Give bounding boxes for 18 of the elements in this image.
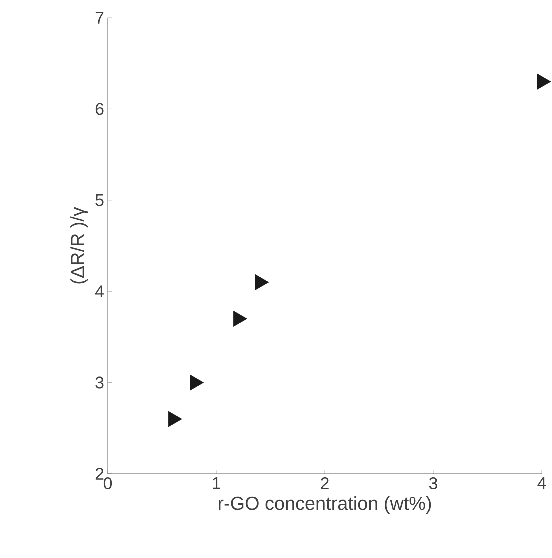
x-tick-label: 2 [321, 478, 329, 490]
x-tick-label: 1 [213, 478, 220, 490]
x-tick-label: 4 [538, 478, 546, 490]
x-axis-title: r-GO concentration (wt%) [218, 496, 432, 514]
y-tick-label: 3 [96, 376, 104, 389]
x-tick-label: 0 [104, 478, 112, 490]
y-tick-label: 7 [96, 12, 104, 24]
y-tick-label: 6 [96, 103, 104, 116]
point [190, 374, 204, 391]
y-tick-label: 5 [96, 194, 104, 206]
y-tick-label: 2 [96, 468, 104, 480]
x-tick-label: 3 [429, 478, 438, 490]
point [168, 411, 182, 428]
point [255, 274, 270, 290]
point [234, 310, 248, 327]
y-axis-title: (ΔR/R )/γ [70, 207, 88, 284]
y-tick-label: 4 [95, 286, 104, 298]
point [537, 74, 552, 90]
